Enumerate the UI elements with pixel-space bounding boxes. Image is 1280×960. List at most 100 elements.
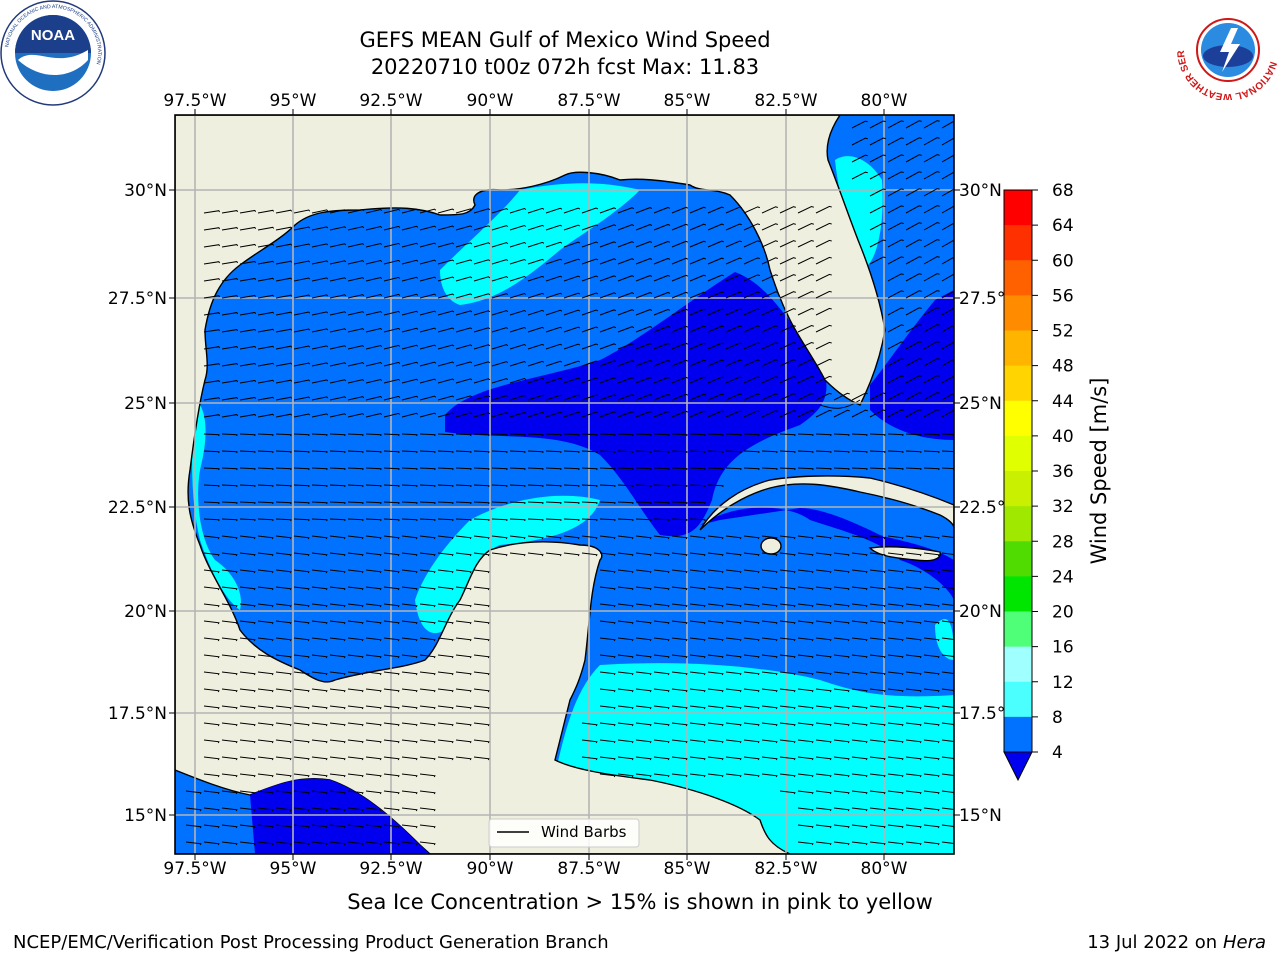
wind-barb xyxy=(815,392,832,401)
wind-barb xyxy=(689,637,706,642)
wind-barb xyxy=(293,260,311,265)
wind-barb xyxy=(527,450,544,454)
wind-barb xyxy=(239,277,257,282)
wind-barb xyxy=(545,275,563,282)
wind-barb xyxy=(779,359,796,367)
wind-barb xyxy=(923,824,940,829)
colorbar-tick-label: 12 xyxy=(1052,673,1074,693)
wind-barb xyxy=(455,344,473,350)
wind-barb xyxy=(329,467,346,471)
wind-barb xyxy=(653,569,670,574)
wind-barb xyxy=(653,467,670,471)
wind-barb xyxy=(509,326,527,333)
wind-barb xyxy=(689,325,707,333)
wind-barb xyxy=(833,392,850,401)
wind-barb xyxy=(275,773,292,778)
wind-barb xyxy=(239,773,256,778)
wind-barb xyxy=(545,258,563,265)
wind-barb xyxy=(815,552,832,557)
wind-barb xyxy=(761,535,778,540)
wind-barb xyxy=(833,552,850,557)
wind-barb xyxy=(797,756,814,761)
wind-barb xyxy=(437,620,454,625)
wind-barb xyxy=(581,394,599,401)
wind-barb xyxy=(239,790,256,795)
wind-barb xyxy=(311,756,328,761)
wind-barb xyxy=(617,394,635,401)
wind-barb xyxy=(563,377,581,384)
wind-barb xyxy=(779,257,796,265)
wind-barb xyxy=(635,586,652,591)
wind-barb xyxy=(581,309,599,316)
wind-barb xyxy=(365,242,383,248)
wind-barb xyxy=(707,569,724,574)
wind-barb xyxy=(743,603,760,608)
wind-barb xyxy=(419,433,436,437)
wind-barb xyxy=(851,392,868,401)
wind-barb xyxy=(761,206,778,214)
wind-barb xyxy=(707,654,724,659)
wind-barb xyxy=(293,243,311,248)
wind-barb xyxy=(473,225,491,231)
wind-barb xyxy=(257,450,274,454)
lon-label: 80°W xyxy=(861,859,908,879)
wind-barb xyxy=(491,310,509,316)
wind-barb xyxy=(581,411,599,418)
lat-label: 17.5°N xyxy=(108,704,167,724)
wind-barb xyxy=(599,241,617,248)
wind-barb xyxy=(761,308,778,316)
wind-barb xyxy=(869,841,886,846)
wind-barb xyxy=(329,450,346,454)
colorbar-swatch xyxy=(1004,260,1032,296)
wind-barb xyxy=(869,433,886,437)
wind-barb xyxy=(365,361,383,367)
wind-barb xyxy=(707,393,725,401)
map-legend: Wind Barbs xyxy=(488,818,640,848)
wind-barb xyxy=(329,433,346,437)
wind-barb xyxy=(203,688,220,693)
wind-barb xyxy=(455,654,472,659)
wind-barb xyxy=(311,841,328,846)
wind-barb xyxy=(617,241,635,248)
wind-barb xyxy=(887,620,904,625)
wind-barb xyxy=(347,345,365,350)
wind-barb xyxy=(617,654,634,659)
wind-barb xyxy=(455,467,472,471)
wind-barb xyxy=(455,552,472,557)
wind-barb xyxy=(311,773,328,778)
wind-barb xyxy=(851,409,868,418)
wind-barb xyxy=(329,552,346,557)
wind-barb xyxy=(869,773,886,778)
wind-barb xyxy=(923,637,940,642)
graticule xyxy=(175,115,954,854)
wind-barb xyxy=(203,363,221,367)
lat-label: 15°N xyxy=(124,806,167,826)
wind-barb xyxy=(311,620,328,625)
wind-barb xyxy=(365,620,382,625)
wind-barb xyxy=(635,756,652,761)
wind-barb xyxy=(905,450,922,454)
wind-barb xyxy=(239,484,256,488)
wind-barb xyxy=(365,552,382,557)
wind-barb xyxy=(293,450,310,454)
wind-barb xyxy=(743,535,760,540)
wind-barb xyxy=(239,379,257,384)
wind-barb xyxy=(887,171,904,180)
wind-barb xyxy=(797,239,814,248)
wind-barb xyxy=(851,552,868,557)
wind-barb xyxy=(653,637,670,642)
wind-barb xyxy=(581,224,599,231)
wind-barb xyxy=(329,586,346,591)
lon-label: 85°W xyxy=(664,91,711,111)
wind-barb xyxy=(383,620,400,625)
wind-barb xyxy=(923,790,940,795)
wind-barb xyxy=(257,260,275,265)
wind-barb xyxy=(617,688,634,693)
wind-barb xyxy=(455,433,472,437)
wind-barb xyxy=(419,484,436,488)
colorbar-tick-label: 24 xyxy=(1052,567,1074,587)
wind-barb xyxy=(725,552,742,557)
wind-barb xyxy=(275,328,293,333)
wind-barb xyxy=(725,569,742,574)
